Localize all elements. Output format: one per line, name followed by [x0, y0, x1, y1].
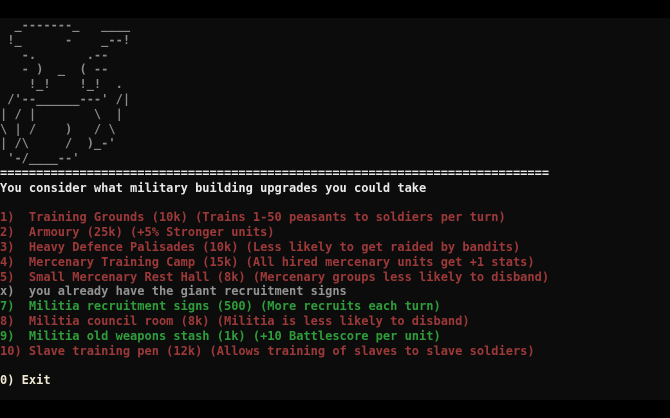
ascii-art-owl-row: | /\ / )_-'	[0, 136, 116, 151]
ascii-art-owl-row: -. .--	[0, 47, 109, 62]
menu-option-5: 5) Small Mercenary Rest Hall (8k) (Merce…	[0, 269, 550, 284]
blank-line	[0, 358, 670, 373]
ascii-art-owl-row: '-/____--'	[0, 151, 80, 166]
ascii-art-owl-row: _-------_ ____	[0, 18, 131, 32]
menu-option-7: 7) Militia recruitment signs (500) (More…	[0, 299, 441, 314]
divider-line: ========================================…	[0, 165, 550, 180]
letterbox-bottom	[0, 400, 670, 418]
menu-option-10: 10) Slave training pen (12k) (Allows tra…	[0, 343, 535, 358]
ascii-art-owl-row: !_! !_! .	[0, 77, 123, 92]
menu-option-exit: 0) Exit	[0, 373, 51, 388]
menu-option-x-owned: x) you already have the giant recruitmen…	[0, 284, 347, 299]
prompt-title: You consider what military building upgr…	[0, 180, 427, 195]
menu-option-1: 1) Training Grounds (10k) (Trains 1-50 p…	[0, 210, 506, 225]
menu-option-3: 3) Heavy Defence Palisades (10k) (Less l…	[0, 239, 521, 254]
menu-option-4: 4) Mercenary Training Camp (15k) (All hi…	[0, 254, 535, 269]
ascii-art-owl-row: !_ - _--!	[0, 32, 131, 47]
ascii-art-owl-row: \ | / ) / \	[0, 121, 116, 136]
letterbox-top	[0, 0, 670, 18]
ascii-art-owl-row: | / | \ |	[0, 106, 123, 121]
menu-option-8: 8) Militia council room (8k) (Militia is…	[0, 313, 470, 328]
ascii-art-owl-row: /'--______---' /|	[0, 91, 131, 106]
menu-option-2: 2) Armoury (25k) (+5% Stronger units)	[0, 225, 275, 240]
terminal-screen[interactable]: _-------_ ____ !_ - _--! -. .-- - ) _ ( …	[0, 18, 670, 400]
menu-option-9: 9) Militia old weapons stash (1k) (+10 B…	[0, 328, 441, 343]
blank-line	[0, 196, 670, 211]
ascii-art-owl-row: - ) _ ( --	[0, 62, 109, 77]
